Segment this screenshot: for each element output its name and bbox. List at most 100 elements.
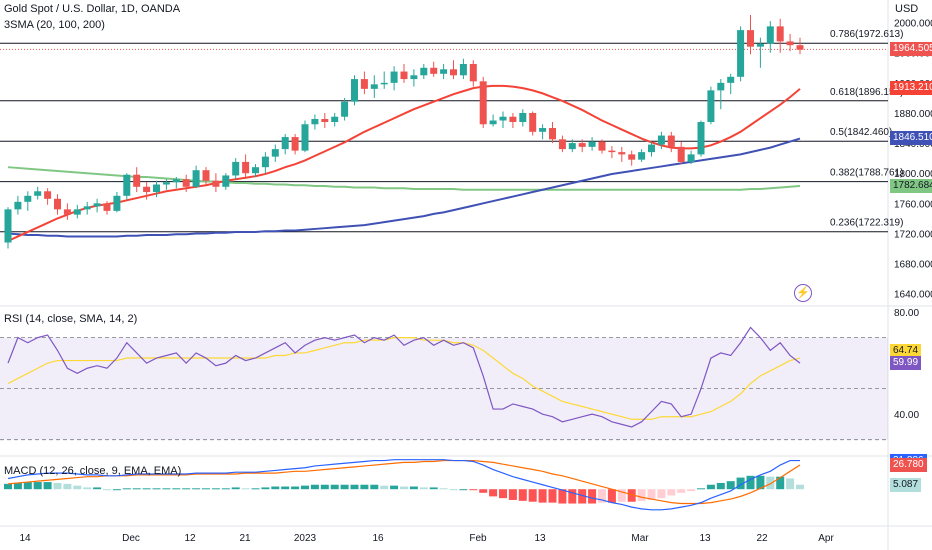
macd-histogram-bar: [291, 486, 300, 490]
macd-histogram-bar: [370, 484, 379, 490]
candle: [291, 137, 299, 151]
macd-histogram-bar: [716, 482, 725, 490]
candle: [588, 141, 596, 147]
candle: [63, 209, 71, 215]
candle: [776, 26, 784, 42]
candle: [430, 67, 438, 74]
candle: [420, 67, 428, 76]
candle: [232, 161, 240, 176]
candle: [469, 64, 477, 82]
macd-histogram-bar: [588, 489, 597, 504]
candle: [737, 30, 745, 77]
macd-histogram-bar: [449, 489, 458, 491]
macd-histogram-bar: [746, 475, 755, 490]
macd-histogram-bar: [83, 487, 92, 490]
macd-histogram-bar: [340, 484, 349, 490]
candle: [618, 152, 626, 155]
candle: [796, 45, 804, 50]
candle: [281, 137, 289, 150]
macd-histogram-bar: [439, 488, 448, 490]
macd-histogram-bar: [776, 476, 785, 490]
candle: [400, 71, 408, 80]
candle: [717, 82, 725, 91]
candle: [440, 69, 448, 74]
macd-histogram-bar: [459, 489, 468, 491]
macd-histogram-bar: [251, 488, 260, 490]
macd-histogram-bar: [112, 489, 121, 491]
macd-legend: MACD (12, 26, close, 9, EMA, EMA): [4, 465, 182, 477]
macd-histogram-bar: [281, 486, 290, 490]
macd-signal-line: [7, 459, 801, 505]
price-tick: 1880.000: [894, 109, 932, 120]
price-tick: 1680.000: [894, 260, 932, 271]
candle: [549, 128, 556, 140]
macd-histogram-bar: [43, 482, 52, 490]
macd-histogram-bar: [538, 489, 547, 503]
candle: [261, 156, 269, 168]
candle: [667, 135, 675, 147]
candle: [351, 79, 358, 102]
macd-histogram-bar: [657, 489, 666, 499]
rsi-tick: 80.00: [894, 308, 919, 319]
candle: [301, 124, 309, 151]
candle: [410, 75, 418, 80]
macd-histogram-bar: [132, 488, 141, 490]
time-axis-label: 16: [372, 533, 384, 544]
candle: [4, 209, 12, 243]
candle: [341, 101, 349, 117]
candle: [123, 174, 131, 196]
macd-histogram-bar: [518, 489, 527, 501]
candle: [450, 69, 457, 76]
candle: [747, 30, 754, 47]
macd-histogram-bar: [211, 488, 220, 490]
macd-histogram-bar: [142, 488, 151, 490]
candle: [133, 174, 141, 187]
candle: [657, 135, 665, 145]
macd-histogram-bar: [162, 488, 171, 490]
macd-histogram-bar: [360, 484, 369, 490]
time-axis-label: 13: [534, 533, 546, 544]
macd-histogram-bar: [202, 488, 210, 490]
candle: [519, 112, 527, 122]
macd-histogram-bar: [93, 487, 102, 490]
time-axis-label: Dec: [122, 533, 140, 544]
macd-histogram-bar: [261, 487, 270, 490]
candle: [539, 128, 547, 132]
time-axis-label: 2023: [294, 533, 317, 544]
candle: [766, 26, 774, 44]
macd-histogram-bar: [172, 488, 181, 490]
candle: [558, 139, 566, 150]
macd-histogram-bar: [598, 489, 606, 503]
candle: [509, 116, 517, 122]
candle: [727, 76, 735, 83]
macd-histogram-bar: [241, 488, 250, 490]
candle: [459, 64, 467, 76]
macd-histogram-bar: [182, 488, 191, 490]
macd-histogram-bar: [726, 481, 735, 490]
macd-histogram-bar: [409, 486, 418, 490]
macd-histogram-bar: [786, 478, 795, 490]
candle: [499, 116, 507, 121]
macd-histogram-bar: [687, 489, 696, 491]
candle: [202, 170, 210, 181]
candle: [192, 170, 200, 187]
macd-histogram-bar: [617, 489, 626, 502]
candle: [380, 82, 388, 85]
candle: [687, 154, 695, 162]
alert-icon[interactable]: ⚡: [794, 284, 812, 302]
macd-histogram-bar: [528, 489, 537, 502]
time-axis-label: 21: [239, 533, 251, 544]
candle: [628, 154, 636, 160]
candle: [172, 179, 180, 183]
candle: [153, 184, 160, 193]
candle: [93, 203, 101, 207]
candle: [14, 201, 22, 210]
macd-histogram-bar: [647, 489, 656, 500]
macd-histogram-bar: [330, 484, 339, 490]
axis-value-tag: 1782.684: [890, 179, 932, 194]
candle: [489, 120, 497, 125]
fib-label: 0.382(1788.761): [830, 168, 903, 179]
macd-histogram-bar: [122, 488, 131, 490]
candle: [479, 81, 487, 125]
